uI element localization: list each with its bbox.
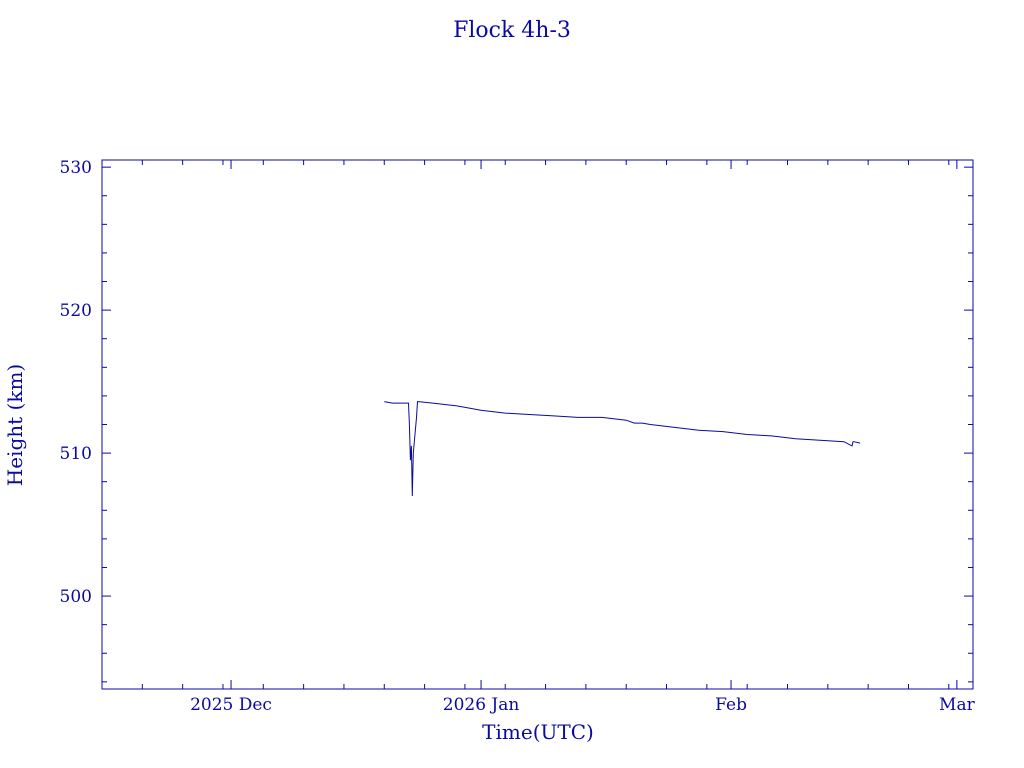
x-tick-label: Feb <box>715 695 747 715</box>
y-axis-label: Height (km) <box>3 364 27 486</box>
plot-frame <box>101 159 974 690</box>
series-line <box>384 401 861 497</box>
axis-tick-labels: 500 510 520 530 2025 Dec 2026 Jan Feb Mar <box>60 158 976 715</box>
y-tick-label: 520 <box>60 301 92 321</box>
x-tick-label: 2025 Dec <box>190 695 272 715</box>
x-tick-label: 2026 Jan <box>443 695 520 715</box>
y-tick-label: 510 <box>60 444 92 464</box>
chart-title: Flock 4h-3 <box>453 18 571 43</box>
x-tick-label: Mar <box>939 695 976 715</box>
x-axis-label: Time(UTC) <box>482 720 594 744</box>
y-tick-label: 530 <box>60 158 92 178</box>
y-tick-label: 500 <box>60 587 92 607</box>
axis-ticks <box>101 160 973 689</box>
